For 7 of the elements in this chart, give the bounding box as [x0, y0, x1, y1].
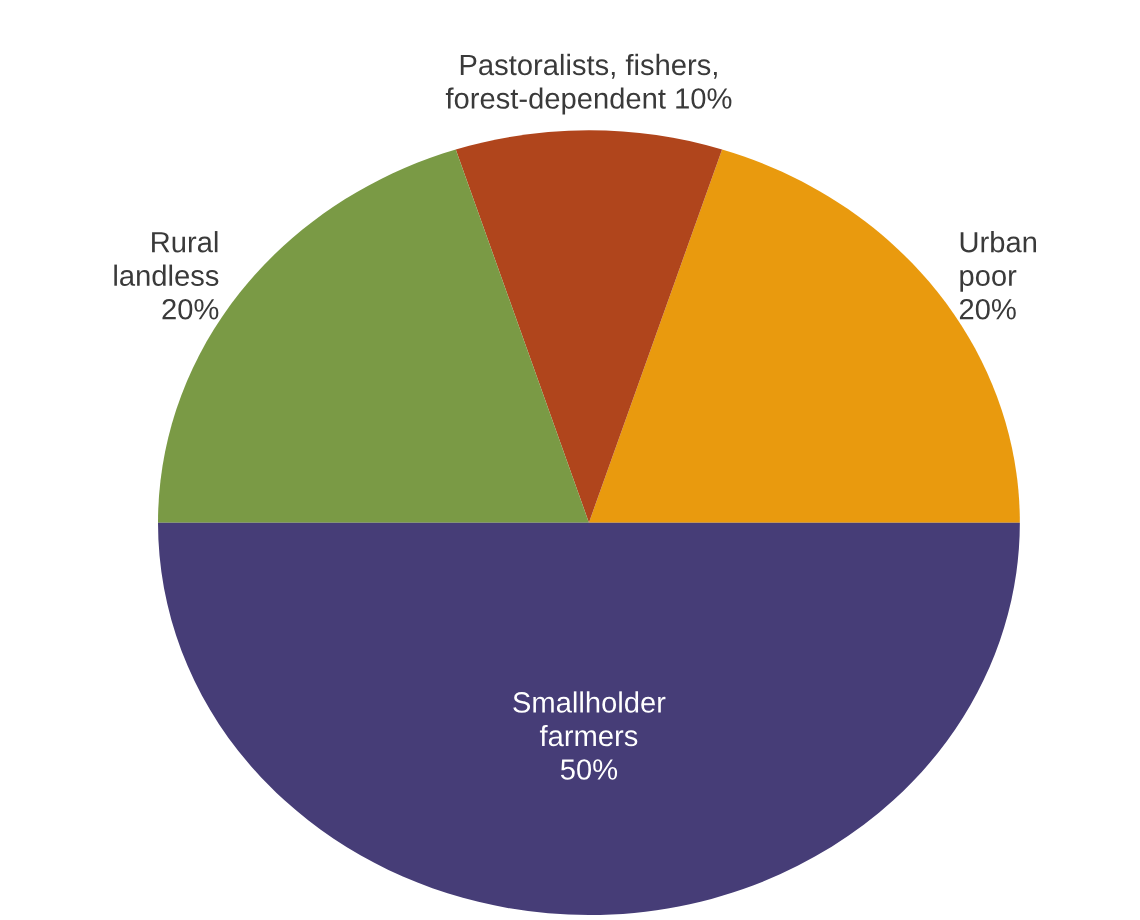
- slice-label: Rural landless: [114, 231, 219, 287]
- data-label: 50%: [560, 759, 618, 780]
- slice-label: Urban poor: [960, 231, 1037, 292]
- data-label: 20%: [162, 298, 219, 320]
- data-label: 20%: [959, 298, 1016, 320]
- slice-label: Smallholder farmers: [513, 691, 666, 747]
- slice-label: Pastoralists, fishers, forest-dependent 10%: [445, 53, 732, 115]
